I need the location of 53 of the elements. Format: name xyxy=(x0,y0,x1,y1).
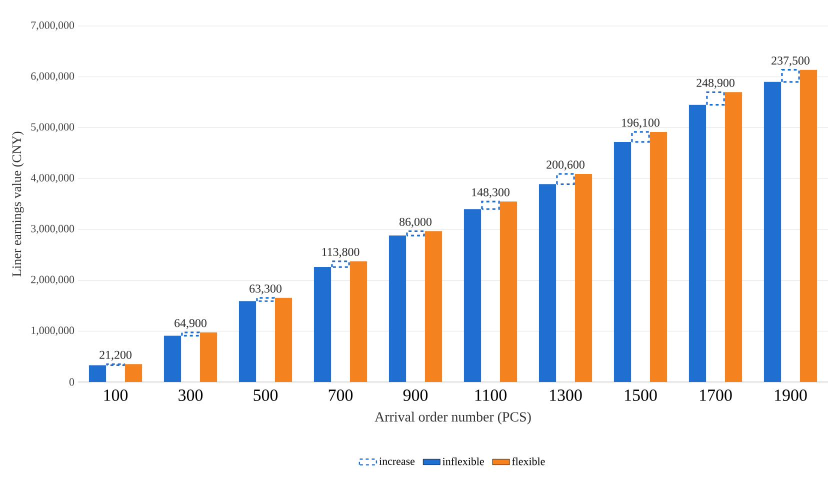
x-tick-label: 900 xyxy=(403,390,428,401)
bar xyxy=(200,332,218,382)
x-tick-label: 1100 xyxy=(475,390,506,401)
x-tick-label: 1300 xyxy=(550,390,582,401)
y-tick-label: 6,000,000 xyxy=(31,72,74,82)
legend-label: flexible xyxy=(512,457,545,466)
data-label: 86,000 xyxy=(400,218,432,228)
bar xyxy=(706,91,725,106)
y-tick-label: 2,000,000 xyxy=(31,276,74,285)
x-tick-label: 1900 xyxy=(775,390,807,401)
y-tick-label: 7,000,000 xyxy=(31,22,74,30)
data-label: 148,300 xyxy=(472,188,510,198)
bar xyxy=(238,301,256,382)
legend-label: increase xyxy=(379,458,415,465)
bar xyxy=(574,174,592,382)
bar xyxy=(500,202,518,382)
x-tick-label: 500 xyxy=(254,390,278,401)
x-tick-label: 1500 xyxy=(625,390,657,401)
y-tick-label: 0 xyxy=(69,378,74,386)
bar xyxy=(314,267,332,382)
bar xyxy=(164,336,182,382)
bar xyxy=(724,92,742,382)
data-label: 196,100 xyxy=(622,118,660,128)
bar xyxy=(274,298,292,382)
x-tick-label: 700 xyxy=(328,390,353,401)
x-tick-label: 1700 xyxy=(700,390,732,401)
data-label: 237,500 xyxy=(772,56,810,66)
bar xyxy=(181,332,200,337)
data-label: 64,900 xyxy=(174,319,206,329)
data-label: 248,900 xyxy=(696,78,734,89)
bar xyxy=(781,69,800,83)
x-tick-label: 300 xyxy=(178,390,203,401)
bar xyxy=(124,364,142,382)
data-label: 200,600 xyxy=(546,160,584,170)
data-label: 63,300 xyxy=(250,284,282,294)
legend-label: inflexible xyxy=(442,457,484,466)
x-tick-label: 100 xyxy=(104,390,128,401)
x-axis-title: Arrival order number (PCS) xyxy=(374,412,531,424)
bar xyxy=(350,261,368,382)
data-label: 21,200 xyxy=(100,350,132,361)
y-tick-label: 3,000,000 xyxy=(31,224,74,234)
bar xyxy=(764,82,782,382)
y-axis-title: Liner earnings value (CNY) xyxy=(12,132,24,276)
y-tick-label: 5,000,000 xyxy=(31,123,74,132)
bar xyxy=(688,104,706,382)
bar xyxy=(331,260,350,268)
y-tick-label: 4,000,000 xyxy=(30,174,74,184)
bar xyxy=(800,70,818,382)
data-label: 113,800 xyxy=(322,248,360,258)
y-tick-label: 1,000,000 xyxy=(32,326,74,336)
bar xyxy=(650,132,668,382)
bar xyxy=(256,297,275,302)
bar xyxy=(424,231,442,382)
